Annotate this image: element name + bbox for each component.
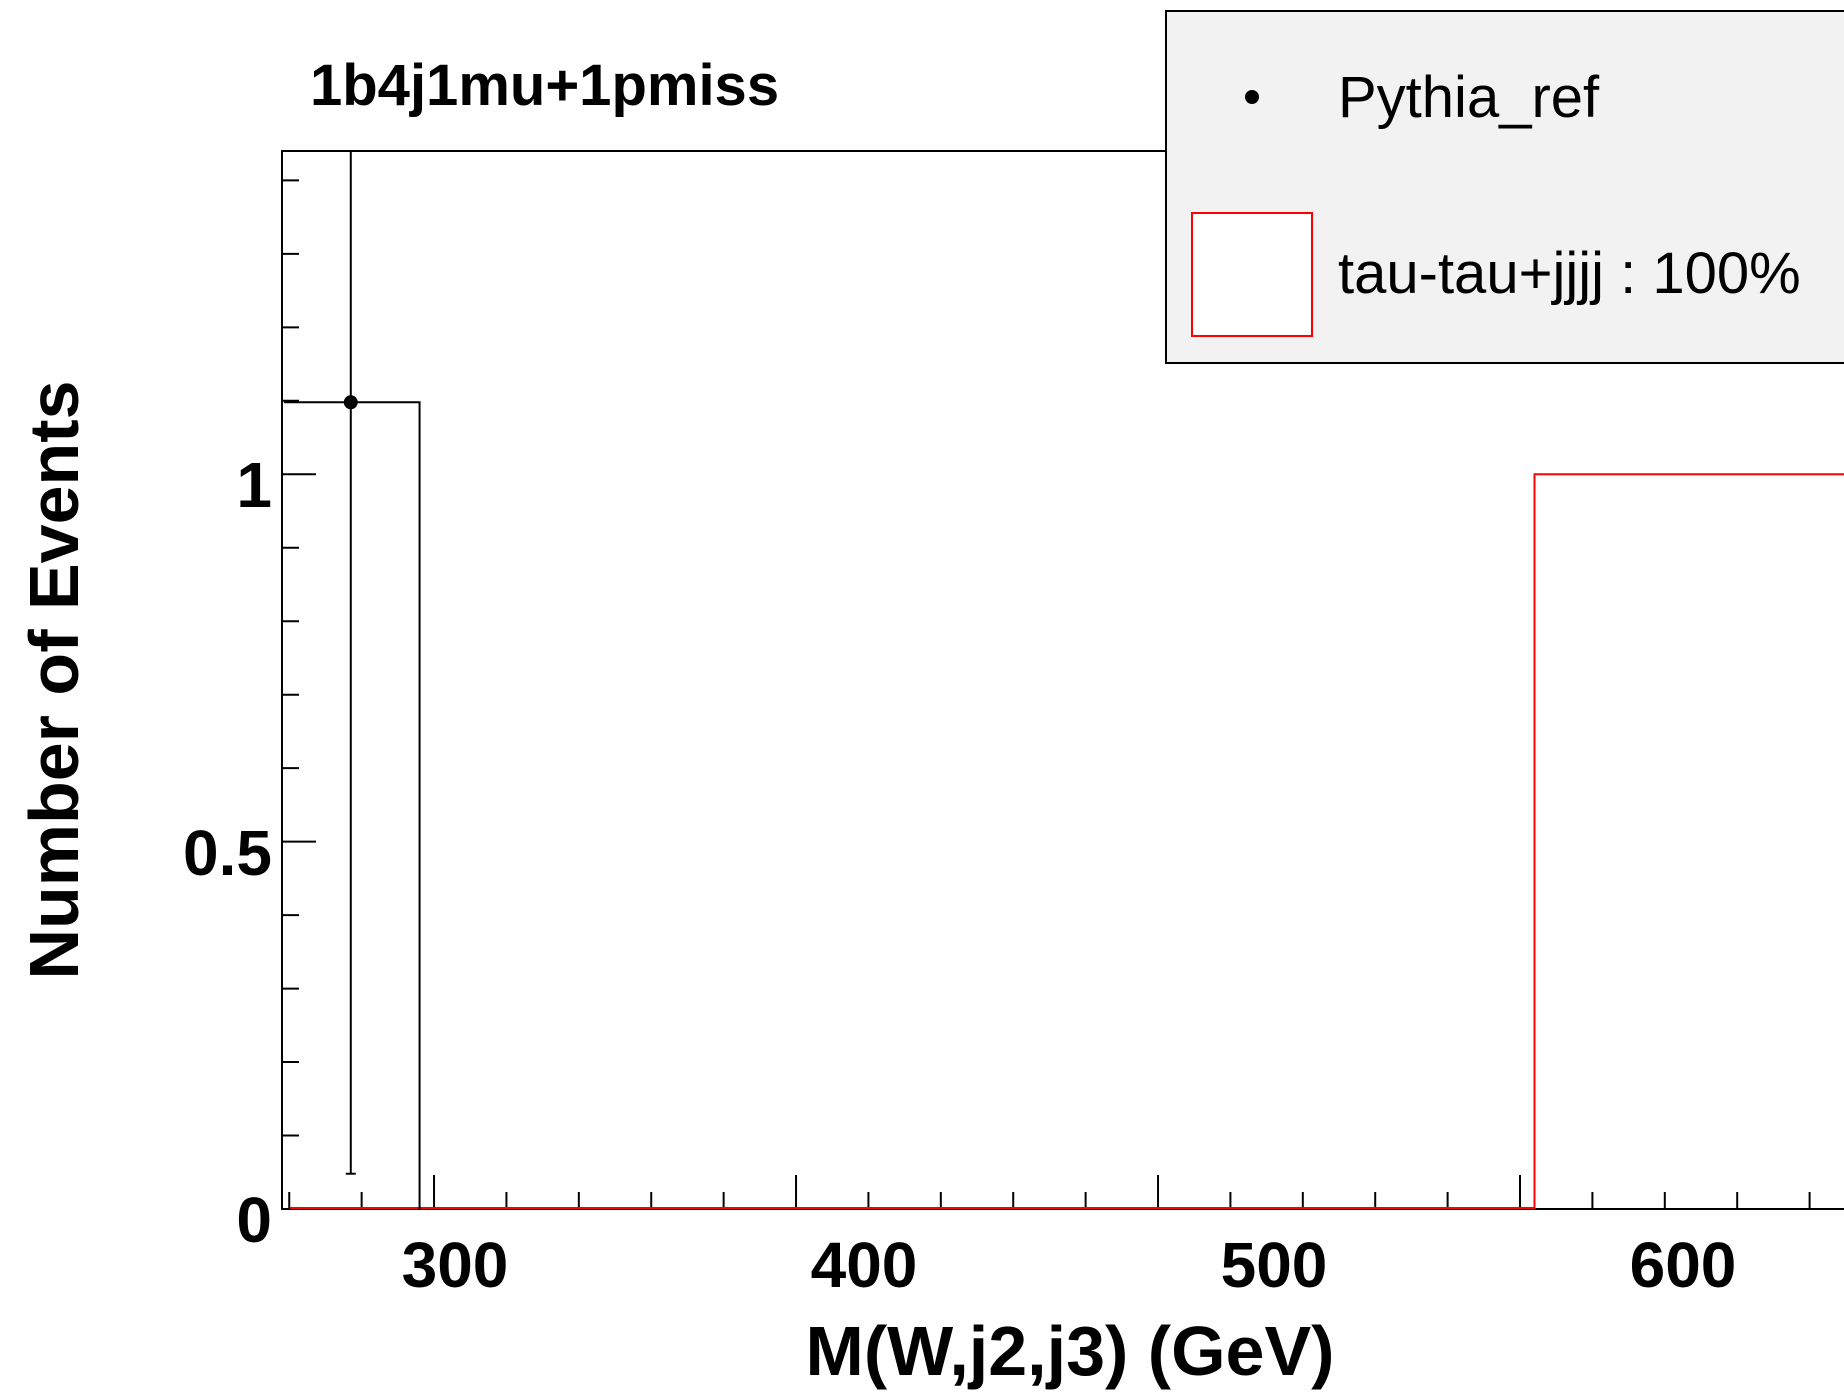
x-tick-label-500: 500: [1221, 1229, 1328, 1301]
x-tick-label-400: 400: [811, 1229, 918, 1301]
legend-label-pythia-ref: Pythia_ref: [1338, 65, 1600, 130]
x-tick-label-600: 600: [1630, 1229, 1737, 1301]
legend: Pythia_ref tau-tau+jjjj : 100%: [1165, 10, 1844, 364]
y-axis-label: Number of Events: [15, 381, 93, 980]
legend-label-tau-tau-jjjj: tau-tau+jjjj : 100%: [1338, 241, 1801, 306]
histogram-bar-pythia-ref-0: [284, 401, 421, 1209]
axis-ticks: [282, 179, 1811, 1210]
y-tick-label-1: 1: [236, 449, 272, 521]
x-axis-label: M(W,j2,j3) (GeV): [806, 1312, 1335, 1390]
legend-marker-pythia-ref: [1245, 90, 1259, 104]
data-points: [343, 151, 358, 1175]
chart-title: 1b4j1mu+1pmiss: [310, 53, 779, 118]
histogram-bars: [284, 401, 1844, 1209]
histogram-bar-tau-tau-jjjj-0: [1533, 473, 1844, 1209]
y-tick-label-0.5: 0.5: [183, 817, 272, 889]
legend-marker-tau-tau-jjjj: [1191, 212, 1313, 337]
y-tick-label-0: 0: [236, 1184, 272, 1256]
data-point-pythia-ref-0: [343, 395, 358, 410]
x-tick-label-300: 300: [402, 1229, 509, 1301]
